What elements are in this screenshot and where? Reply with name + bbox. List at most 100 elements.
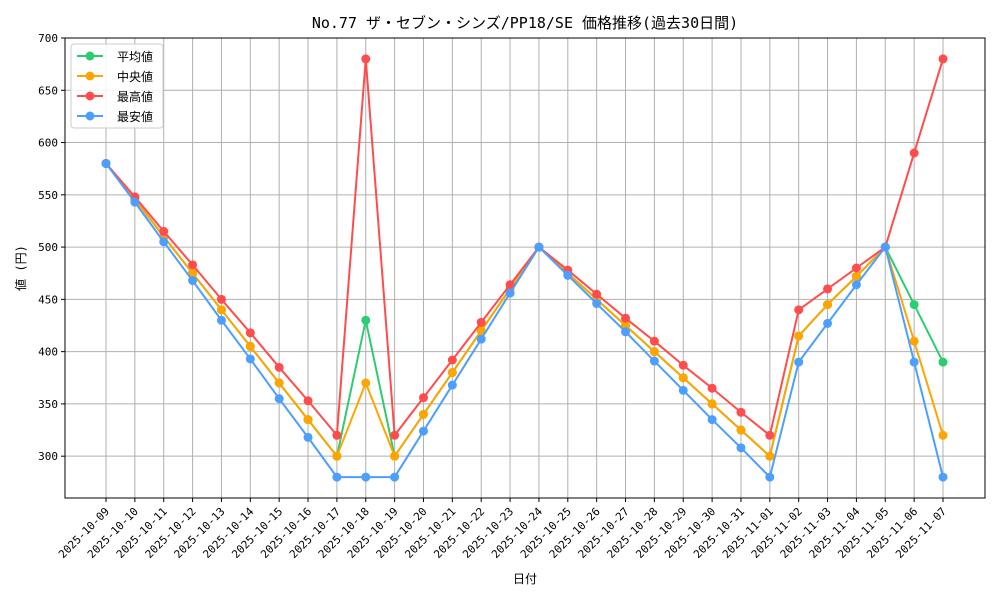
- data-point: [476, 326, 486, 336]
- data-point: [447, 380, 457, 390]
- plot-frame: [64, 37, 986, 499]
- data-point: [245, 354, 255, 364]
- data-point: [765, 472, 775, 482]
- data-point: [130, 197, 140, 207]
- data-point: [505, 280, 515, 290]
- data-point: [447, 355, 457, 365]
- data-point: [418, 393, 428, 403]
- legend-marker: [85, 91, 95, 101]
- data-point: [101, 158, 111, 168]
- data-point: [418, 426, 428, 436]
- data-point: [390, 451, 400, 461]
- data-point: [534, 242, 544, 252]
- data-point: [188, 268, 198, 278]
- series-lines: [101, 54, 948, 482]
- data-point: [938, 54, 948, 64]
- data-point: [621, 313, 631, 323]
- data-point: [303, 396, 313, 406]
- data-point: [216, 305, 226, 315]
- data-point: [707, 399, 717, 409]
- data-point: [563, 270, 573, 280]
- data-point: [794, 305, 804, 315]
- data-point: [707, 415, 717, 425]
- data-point: [851, 280, 861, 290]
- data-point: [938, 430, 948, 440]
- data-point: [245, 328, 255, 338]
- data-point: [390, 472, 400, 482]
- series-line: [105, 162, 944, 480]
- data-point: [736, 425, 746, 435]
- legend-box: [70, 43, 164, 129]
- data-point: [332, 451, 342, 461]
- data-point: [909, 300, 919, 310]
- data-point: [909, 357, 919, 367]
- data-point: [476, 334, 486, 344]
- data-point: [274, 394, 284, 404]
- data-point: [736, 443, 746, 453]
- y-tick-label: 550: [38, 189, 58, 202]
- data-point: [361, 378, 371, 388]
- data-point: [938, 472, 948, 482]
- legend-label: 中央値: [117, 69, 153, 84]
- data-point: [418, 409, 428, 419]
- data-point: [216, 315, 226, 325]
- y-tick-label: 350: [38, 398, 58, 411]
- data-point: [851, 271, 861, 281]
- data-point: [216, 294, 226, 304]
- data-point: [678, 385, 688, 395]
- data-point: [303, 415, 313, 425]
- legend-marker: [85, 111, 95, 121]
- data-point: [678, 360, 688, 370]
- data-point: [880, 242, 890, 252]
- series-line: [105, 162, 944, 459]
- legend-label: 最高値: [117, 89, 153, 104]
- data-point: [592, 299, 602, 309]
- series-line: [105, 58, 944, 438]
- data-point: [361, 315, 371, 325]
- data-point: [332, 430, 342, 440]
- y-tick-label: 600: [38, 137, 58, 150]
- data-point: [332, 472, 342, 482]
- legend-label: 最安値: [117, 109, 153, 124]
- data-point: [851, 263, 861, 273]
- legend-label: 平均値: [117, 49, 153, 64]
- series-最高値: [101, 54, 948, 440]
- data-point: [649, 347, 659, 357]
- data-point: [736, 407, 746, 417]
- y-axis-ticks: 300 350 400 450 500 550 600 650 700: [38, 32, 65, 463]
- y-tick-label: 700: [38, 32, 58, 45]
- data-point: [938, 357, 948, 367]
- data-point: [621, 327, 631, 337]
- series-中央値: [101, 158, 948, 461]
- data-point: [274, 378, 284, 388]
- data-point: [390, 430, 400, 440]
- series-最安値: [101, 158, 948, 482]
- y-tick-label: 300: [38, 450, 58, 463]
- data-point: [649, 336, 659, 346]
- data-point: [592, 289, 602, 299]
- y-tick-label: 400: [38, 346, 58, 359]
- data-point: [707, 383, 717, 393]
- data-point: [823, 300, 833, 310]
- data-point: [447, 368, 457, 378]
- data-point: [188, 260, 198, 270]
- data-point: [649, 356, 659, 366]
- data-point: [909, 148, 919, 158]
- y-axis-label: 値 (円): [13, 245, 28, 291]
- chart-title: No.77 ザ・セブン・シンズ/PP18/SE 価格推移(過去30日間): [312, 14, 738, 32]
- data-point: [505, 288, 515, 298]
- data-point: [621, 321, 631, 330]
- data-point: [159, 226, 169, 236]
- data-point: [274, 362, 284, 372]
- data-point: [909, 336, 919, 346]
- data-point: [159, 237, 169, 247]
- y-tick-label: 450: [38, 293, 58, 306]
- y-tick-label: 500: [38, 241, 58, 254]
- data-point: [794, 357, 804, 367]
- data-point: [245, 341, 255, 351]
- x-axis-ticks: 2025-10-092025-10-102025-10-112025-10-12…: [56, 498, 949, 561]
- data-point: [188, 276, 198, 286]
